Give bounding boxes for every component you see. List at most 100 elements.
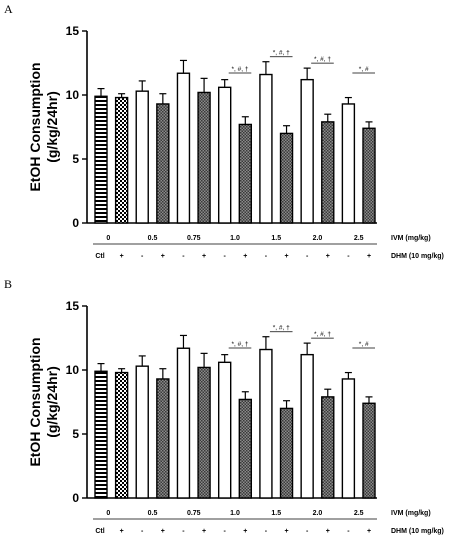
dhm-mark: +: [161, 253, 165, 260]
significance-label: *, #: [359, 66, 369, 73]
bar: [156, 103, 170, 224]
bar: [135, 90, 149, 224]
y-tick-label: 15: [66, 299, 80, 313]
bar: [279, 407, 294, 499]
y-axis-title: EtOH Consumption(g/kg/24hr): [27, 337, 60, 466]
y-axis-title-line2: (g/kg/24hr): [44, 91, 60, 163]
dose-label: 1.5: [271, 235, 281, 242]
dhm-mark: -: [265, 253, 268, 260]
y-axis-title-line1: EtOH Consumption: [27, 337, 43, 466]
dhm-mark: +: [284, 253, 288, 260]
panel-a: A EtOH Consumption(g/kg/24hr) 0 5 10 15 *, #, …: [4, 2, 444, 260]
significance-label: *, #: [359, 341, 369, 348]
dose-label: 1.0: [230, 235, 240, 242]
dose-label: 2.0: [313, 235, 323, 242]
dhm-mark: -: [224, 253, 227, 260]
dose-label: 2.5: [354, 235, 364, 242]
bar: [279, 132, 294, 224]
significance-label: *, #, †: [273, 50, 290, 57]
dhm-mark: +: [202, 528, 206, 535]
dhm-mark: -: [265, 528, 268, 535]
bar: [341, 378, 356, 499]
dhm-mark: +: [120, 253, 124, 260]
dhm-mark: -: [224, 528, 227, 535]
dose-label: 2.0: [313, 510, 323, 517]
significance-label: *, #, †: [273, 325, 290, 332]
dhm-mark: -: [182, 528, 185, 535]
dose-label: 2.5: [354, 510, 364, 517]
bar: [300, 78, 314, 224]
bar: [259, 73, 273, 224]
significance-label: *, #, †: [314, 56, 331, 63]
dhm-mark: +: [202, 253, 206, 260]
bar: [238, 398, 253, 499]
bar: [217, 86, 232, 224]
bar: [362, 402, 376, 499]
dose-label: 1.5: [271, 510, 281, 517]
ivm-axis-label: IVM (mg/kg): [391, 510, 431, 517]
significance-label: *, #, †: [232, 341, 249, 348]
dhm-mark: -: [141, 528, 144, 535]
y-tick-label: 10: [66, 88, 80, 102]
y-tick-label: 0: [72, 216, 79, 230]
y-axis-title-line2: (g/kg/24hr): [44, 366, 60, 438]
bar: [176, 72, 191, 224]
dhm-mark: -: [141, 253, 144, 260]
bar: [259, 348, 273, 499]
dhm-mark: -: [182, 253, 185, 260]
dose-label: 1.0: [230, 510, 240, 517]
bar: [156, 378, 170, 499]
bar: [197, 91, 211, 224]
y-tick-label: 5: [72, 427, 79, 441]
dhm-mark: +: [326, 528, 330, 535]
panel-letter: A: [4, 2, 13, 16]
y-axis-title: EtOH Consumption(g/kg/24hr): [27, 62, 60, 191]
significance-label: *, #, †: [314, 331, 331, 338]
bar: [300, 353, 314, 499]
dhm-mark: -: [347, 253, 350, 260]
dose-label: 0.5: [148, 235, 158, 242]
bar: [94, 95, 108, 224]
dhm-axis-label: DHM (10 mg/kg): [391, 253, 444, 260]
panel-letter: B: [4, 277, 12, 291]
dose-label: 0: [106, 510, 110, 517]
dhm-mark: -: [306, 528, 309, 535]
dhm-mark: -: [347, 528, 350, 535]
ivm-axis-label: IVM (mg/kg): [391, 235, 431, 242]
y-tick-label: 15: [66, 24, 80, 38]
bar: [362, 127, 376, 224]
y-tick-label: 5: [72, 152, 79, 166]
y-axis-title-line1: EtOH Consumption: [27, 62, 43, 191]
panel-b: B EtOH Consumption(g/kg/24hr) 0 5 10 15 *, #, …: [4, 277, 444, 535]
dose-label: 0: [106, 235, 110, 242]
bar: [94, 370, 108, 499]
dhm-mark: +: [367, 253, 371, 260]
dose-label: 0.75: [187, 510, 201, 517]
dhm-mark: +: [243, 528, 247, 535]
dhm-mark: +: [367, 528, 371, 535]
dhm-mark: +: [326, 253, 330, 260]
ctl-label: Ctl: [95, 253, 104, 260]
bar: [114, 371, 129, 499]
dhm-mark: +: [284, 528, 288, 535]
bar: [341, 103, 356, 224]
bar: [321, 396, 335, 499]
bar: [176, 347, 191, 499]
bar: [217, 361, 232, 499]
significance-label: *, #, †: [232, 66, 249, 73]
dhm-mark: +: [120, 528, 124, 535]
bar: [114, 96, 129, 224]
dose-label: 0.75: [187, 235, 201, 242]
y-tick-label: 10: [66, 363, 80, 377]
ctl-label: Ctl: [95, 528, 104, 535]
dhm-mark: +: [243, 253, 247, 260]
bar: [321, 121, 335, 224]
dhm-mark: +: [161, 528, 165, 535]
dhm-axis-label: DHM (10 mg/kg): [391, 528, 444, 535]
bar: [238, 123, 253, 224]
dose-label: 0.5: [148, 510, 158, 517]
bar: [197, 366, 211, 499]
bar: [135, 365, 149, 499]
